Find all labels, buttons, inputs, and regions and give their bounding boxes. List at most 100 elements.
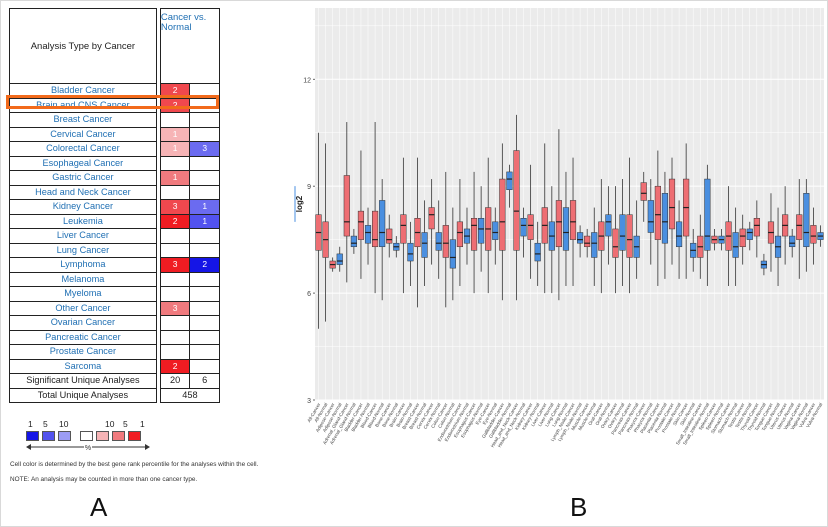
column-gap bbox=[155, 243, 161, 258]
overexpression-count-cell[interactable]: 1 bbox=[159, 141, 191, 157]
cancer-type-link[interactable]: Myeloma bbox=[9, 286, 157, 302]
box-Ovary-Normal bbox=[619, 214, 626, 251]
table-row: Cervical Cancer 1 bbox=[9, 126, 220, 142]
cancer-type-link[interactable]: Melanoma bbox=[9, 271, 157, 287]
underexpression-count-cell[interactable] bbox=[189, 300, 220, 316]
overexpression-count-cell[interactable] bbox=[159, 344, 191, 360]
column-gap bbox=[155, 214, 161, 229]
overexpression-count-cell[interactable] bbox=[159, 155, 191, 171]
cancer-type-link[interactable]: Lung Cancer bbox=[9, 242, 157, 258]
underexpression-count-cell[interactable] bbox=[189, 228, 220, 244]
overexpression-count-cell[interactable]: 3 bbox=[159, 300, 191, 316]
cancer-type-link[interactable]: Gastric Cancer bbox=[9, 170, 157, 186]
box-Brain-Cancer bbox=[400, 214, 407, 244]
overexpression-count-cell[interactable]: 1 bbox=[159, 126, 191, 142]
overexpression-count-cell[interactable] bbox=[159, 184, 191, 200]
underexpression-count-cell[interactable] bbox=[189, 170, 220, 186]
cancer-type-link[interactable]: Other Cancer bbox=[9, 300, 157, 316]
cancer-type-link[interactable]: Head and Neck Cancer bbox=[9, 184, 157, 200]
underexpression-count-cell[interactable]: 1 bbox=[189, 199, 220, 215]
underexpression-count-cell[interactable] bbox=[189, 83, 220, 99]
cancer-type-link[interactable]: Prostate Cancer bbox=[9, 344, 157, 360]
underexpression-count-cell[interactable] bbox=[189, 155, 220, 171]
overexpression-count-cell[interactable]: 1 bbox=[159, 170, 191, 186]
overexpression-count-cell[interactable] bbox=[159, 228, 191, 244]
cancer-type-link[interactable]: Breast Cancer bbox=[9, 112, 157, 128]
overexpression-count-cell[interactable] bbox=[159, 271, 191, 287]
significant-up-count: 20 bbox=[159, 373, 191, 389]
cancer-type-link[interactable]: Colorectal Cancer bbox=[9, 141, 157, 157]
box-Oral-Normal bbox=[605, 214, 612, 237]
box-Head_and_Neck-Normal bbox=[520, 218, 527, 237]
significant-down-count: 6 bbox=[189, 373, 220, 389]
overexpression-count-cell[interactable]: 3 bbox=[159, 199, 191, 215]
cancer-type-link[interactable]: Lymphoma bbox=[9, 257, 157, 273]
underexpression-count-cell[interactable] bbox=[189, 358, 220, 374]
cancer-type-link[interactable]: Cervical Cancer bbox=[9, 126, 157, 142]
overexpression-count-cell[interactable] bbox=[159, 112, 191, 128]
legend-note-counted: NOTE: An analysis may be counted in more… bbox=[10, 476, 198, 483]
box-Bone-Cancer bbox=[386, 228, 393, 244]
boxplot-chart: 36912log2All-CancerAll-NormalAdipose-Can… bbox=[294, 8, 824, 448]
table-row: Sarcoma 2 bbox=[9, 358, 220, 374]
underexpression-count-cell[interactable] bbox=[189, 271, 220, 287]
table-row: Prostate Cancer bbox=[9, 344, 220, 360]
cancer-type-link[interactable]: Esophageal Cancer bbox=[9, 155, 157, 171]
legend-swatch bbox=[80, 431, 93, 441]
box-Uterus-Normal bbox=[789, 235, 796, 248]
box-Pancreas-Cancer bbox=[626, 214, 633, 258]
overexpression-count-cell[interactable]: 3 bbox=[159, 257, 191, 273]
underexpression-count-cell[interactable] bbox=[189, 344, 220, 360]
box-Lung-Cancer bbox=[555, 200, 562, 248]
box-Eye-Normal bbox=[492, 221, 499, 240]
box-Adrenal_Gland-Normal bbox=[350, 235, 357, 248]
table-row: Bladder Cancer 2 bbox=[9, 83, 220, 99]
overexpression-count-cell[interactable]: 2 bbox=[159, 83, 191, 99]
legend-swatch bbox=[128, 431, 141, 441]
column-gap bbox=[155, 112, 161, 127]
underexpression-count-cell[interactable] bbox=[189, 315, 220, 331]
underexpression-count-cell[interactable] bbox=[189, 184, 220, 200]
significant-analyses-row: Significant Unique Analyses 20 6 bbox=[9, 373, 220, 389]
box-Muscle-Normal bbox=[591, 232, 598, 258]
box-Vagina-Cancer bbox=[796, 214, 803, 240]
table-row: Gastric Cancer 1 bbox=[9, 170, 220, 186]
underexpression-count-cell[interactable] bbox=[189, 242, 220, 258]
box-Placenta-Cancer bbox=[654, 185, 661, 240]
column-gap bbox=[155, 127, 161, 142]
column-gap bbox=[155, 170, 161, 185]
box-Brain-Normal bbox=[407, 242, 414, 262]
box-Muscle-Cancer bbox=[584, 235, 591, 248]
overexpression-count-cell[interactable] bbox=[159, 315, 191, 331]
underexpression-count-cell[interactable] bbox=[189, 112, 220, 128]
cancer-type-link[interactable]: Sarcoma bbox=[9, 358, 157, 374]
underexpression-count-cell[interactable]: 2 bbox=[189, 257, 220, 273]
overexpression-count-cell[interactable] bbox=[159, 286, 191, 302]
cancer-type-link[interactable]: Liver Cancer bbox=[9, 228, 157, 244]
cancer-type-link[interactable]: Pancreatic Cancer bbox=[9, 329, 157, 345]
significant-analyses-label: Significant Unique Analyses bbox=[9, 373, 157, 389]
table-row: Breast Cancer bbox=[9, 112, 220, 128]
underexpression-count-cell[interactable] bbox=[189, 286, 220, 302]
box-Adrenal_Gland-Cancer bbox=[343, 175, 350, 237]
table-row: Esophageal Cancer bbox=[9, 155, 220, 171]
brain-cns-highlight-box bbox=[6, 95, 219, 109]
box-Cervix-Cancer bbox=[428, 207, 435, 230]
underexpression-count-cell[interactable]: 1 bbox=[189, 213, 220, 229]
overexpression-count-cell[interactable] bbox=[159, 242, 191, 258]
table-row: Myeloma bbox=[9, 286, 220, 302]
overexpression-count-cell[interactable]: 2 bbox=[159, 213, 191, 229]
overexpression-count-cell[interactable]: 2 bbox=[159, 358, 191, 374]
cancer-type-link[interactable]: Kidney Cancer bbox=[9, 199, 157, 215]
overexpression-count-cell[interactable] bbox=[159, 329, 191, 345]
underexpression-count-cell[interactable]: 3 bbox=[189, 141, 220, 157]
box-Gallbladder-Cancer bbox=[499, 178, 506, 251]
legend-number: 5 bbox=[43, 419, 48, 429]
legend-number: 5 bbox=[123, 419, 128, 429]
cancer-type-link[interactable]: Leukemia bbox=[9, 213, 157, 229]
underexpression-count-cell[interactable] bbox=[189, 126, 220, 142]
column-gap bbox=[155, 344, 161, 359]
underexpression-count-cell[interactable] bbox=[189, 329, 220, 345]
cancer-type-link[interactable]: Ovarian Cancer bbox=[9, 315, 157, 331]
box-Endometrium-Cancer bbox=[456, 221, 464, 248]
